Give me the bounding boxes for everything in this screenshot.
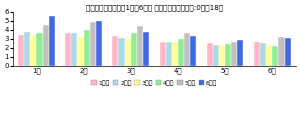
Bar bbox=[36, 34, 43, 66]
Bar bbox=[30, 36, 36, 66]
Bar bbox=[77, 37, 84, 66]
Bar bbox=[118, 38, 124, 66]
Bar bbox=[96, 21, 102, 66]
Bar bbox=[160, 42, 166, 66]
Bar bbox=[219, 45, 225, 66]
Bar bbox=[213, 45, 219, 66]
Bar bbox=[225, 44, 231, 66]
Bar bbox=[65, 33, 71, 66]
Bar bbox=[266, 45, 272, 66]
Bar bbox=[184, 33, 190, 66]
Bar bbox=[143, 32, 149, 66]
Bar bbox=[237, 40, 244, 66]
Bar bbox=[231, 42, 237, 66]
Bar bbox=[137, 26, 143, 66]
Bar bbox=[178, 39, 184, 66]
Bar bbox=[278, 37, 284, 66]
Legend: 1回目, 2回目, 3回目, 4回目, 5回目, 6回目: 1回目, 2回目, 3回目, 4回目, 5回目, 6回目 bbox=[89, 78, 220, 88]
Bar bbox=[254, 42, 260, 66]
Bar bbox=[18, 35, 24, 66]
Bar bbox=[49, 15, 55, 66]
Bar bbox=[260, 43, 266, 66]
Bar bbox=[112, 36, 118, 66]
Bar bbox=[284, 38, 291, 66]
Bar bbox=[24, 32, 30, 66]
Bar bbox=[207, 43, 213, 66]
Bar bbox=[272, 46, 278, 66]
Title: 心と体の健康観察（1回～6回） 各学年の平均値　　:0点～18点: 心と体の健康観察（1回～6回） 各学年の平均値 :0点～18点 bbox=[86, 4, 223, 11]
Bar bbox=[124, 39, 131, 66]
Bar bbox=[190, 36, 196, 66]
Bar bbox=[172, 42, 178, 66]
Bar bbox=[84, 30, 90, 66]
Bar bbox=[131, 34, 137, 66]
Bar bbox=[166, 42, 172, 66]
Bar bbox=[43, 25, 49, 66]
Bar bbox=[90, 22, 96, 66]
Bar bbox=[71, 33, 77, 66]
